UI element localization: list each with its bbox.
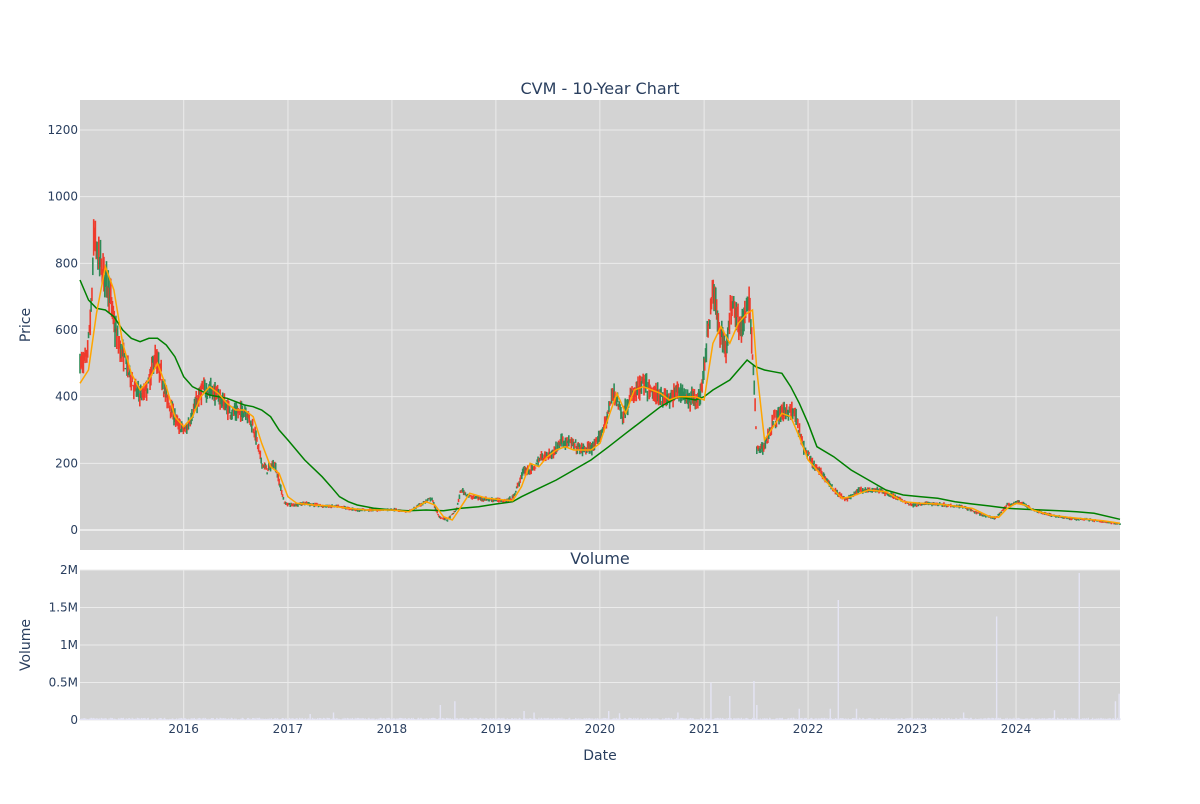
volume-x-axis-label: Date — [583, 748, 616, 764]
volume-x-tick-label: 2016 — [168, 722, 199, 736]
volume-x-tick-labels: 2016 2017 2018 2019 2020 2021 2022 2023 2024 — [168, 722, 1031, 736]
volume-bars — [79, 573, 1121, 720]
price-gridlines — [80, 100, 1120, 550]
volume-chart-title: Volume — [570, 549, 630, 568]
volume-x-tick-label: 2024 — [1001, 722, 1032, 736]
price-chart-title: CVM - 10-Year Chart — [520, 79, 679, 98]
price-y-tick-label: 800 — [55, 256, 78, 270]
volume-y-tick-label: 2M — [60, 563, 78, 577]
short-moving-average-line — [79, 263, 1121, 525]
volume-x-tick-label: 2021 — [689, 722, 720, 736]
price-y-axis-label: Price — [18, 308, 34, 342]
price-y-tick-labels: 0 200 400 600 800 1000 1200 — [47, 123, 78, 537]
volume-x-tick-label: 2017 — [273, 722, 304, 736]
price-y-tick-label: 0 — [70, 523, 78, 537]
volume-y-tick-label: 1.5M — [49, 601, 78, 615]
price-y-tick-label: 600 — [55, 323, 78, 337]
price-y-tick-label: 400 — [55, 390, 78, 404]
volume-y-tick-label: 0.5M — [49, 676, 78, 690]
volume-y-tick-labels: 0 0.5M 1M 1.5M 2M — [49, 563, 78, 727]
volume-x-tick-label: 2018 — [377, 722, 408, 736]
volume-x-tick-label: 2019 — [481, 722, 512, 736]
price-y-tick-label: 1000 — [47, 190, 78, 204]
volume-x-tick-label: 2020 — [585, 722, 616, 736]
long-moving-average-line — [79, 279, 1121, 521]
volume-x-tick-label: 2023 — [897, 722, 928, 736]
volume-y-tick-label: 0 — [70, 713, 78, 727]
price-y-tick-label: 200 — [55, 456, 78, 470]
volume-y-axis-label: Volume — [18, 619, 34, 671]
volume-gridlines — [80, 569, 1120, 721]
price-y-tick-label: 1200 — [47, 123, 78, 137]
volume-x-tick-label: 2022 — [793, 722, 824, 736]
volume-y-tick-label: 1M — [60, 638, 78, 652]
